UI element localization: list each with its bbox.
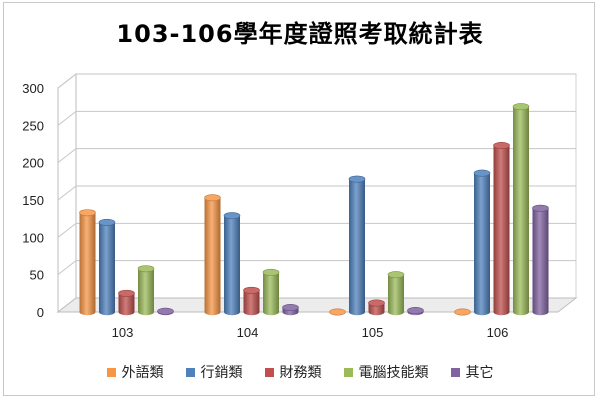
bar [282, 304, 299, 316]
x-tick-label: 106 [487, 325, 509, 340]
bar-cap [532, 204, 549, 212]
bar [243, 286, 260, 316]
y-tick-label: 250 [22, 118, 44, 133]
bar-cap [98, 218, 116, 226]
bar-cap [262, 268, 280, 276]
legend-label: 行銷類 [200, 365, 243, 381]
legend-swatch [185, 367, 195, 377]
bar-cap [407, 307, 424, 315]
bar-cap [243, 286, 260, 294]
bar-body [118, 293, 135, 316]
bar [387, 271, 405, 316]
y-tick-label: 150 [22, 193, 44, 208]
legend-label: 其它 [465, 365, 494, 381]
y-tick-label: 200 [22, 156, 44, 171]
bar-cap [282, 304, 299, 312]
bar-body [532, 208, 549, 316]
legend-item: 行銷類 [185, 362, 243, 382]
bar [329, 308, 346, 316]
bar [348, 175, 366, 316]
bar-cap [368, 299, 385, 307]
y-tick-label: 50 [30, 268, 44, 283]
legend-swatch [106, 367, 116, 377]
legend-swatch [343, 367, 353, 377]
legend-item: 外語類 [106, 362, 164, 382]
bar-body [99, 222, 115, 316]
legend-label: 財務類 [279, 365, 322, 381]
legend-swatch [264, 367, 274, 377]
legend-item: 財務類 [264, 362, 322, 382]
bar-cap [348, 175, 366, 183]
bar [98, 218, 116, 316]
bar [368, 299, 385, 316]
bar [223, 212, 241, 316]
bar-body [138, 268, 154, 316]
gridline [57, 110, 576, 126]
legend-item: 其它 [450, 362, 494, 382]
bar-body [349, 179, 365, 316]
bar-body [513, 106, 529, 316]
chart-title: 103-106學年度證照考取統計表 [116, 20, 484, 48]
bar [493, 141, 510, 316]
legend-label: 外語類 [121, 365, 164, 381]
bar-cap [454, 308, 471, 316]
bar [512, 103, 530, 316]
bar [473, 169, 491, 316]
bar-body [204, 197, 221, 316]
bar [454, 308, 471, 316]
legend-label: 電腦技能類 [358, 365, 429, 381]
bar [79, 209, 96, 316]
chart-legend: 外語類 行銷類 財務類 電腦技能類 其它 [0, 362, 600, 382]
bar-cap [79, 209, 96, 217]
bar [407, 307, 424, 316]
y-tick-label: 0 [37, 305, 44, 320]
bar-body [243, 290, 260, 316]
bar-body [474, 173, 490, 316]
bar-cap [329, 308, 346, 316]
bar [532, 204, 549, 316]
x-tick-label: 103 [112, 325, 134, 340]
bar-cap [137, 265, 155, 273]
bar-body [388, 274, 404, 316]
bar-body [493, 145, 510, 316]
legend-item: 電腦技能類 [343, 362, 429, 382]
bar-cap [223, 212, 241, 220]
bar-cap [118, 289, 135, 297]
bar [118, 289, 135, 316]
bar-cap [512, 103, 530, 111]
y-tick-label: 300 [22, 81, 44, 96]
bar-body [263, 272, 279, 316]
bar-body [224, 215, 240, 316]
bar [204, 194, 221, 316]
bar [262, 268, 280, 316]
gridline [57, 73, 576, 89]
y-tick-label: 100 [22, 230, 44, 245]
bar-cap [157, 307, 174, 315]
bar-cap [387, 271, 405, 279]
gridline [57, 222, 576, 238]
x-tick-label: 104 [237, 325, 259, 340]
bar [157, 307, 174, 316]
gridline [57, 260, 576, 276]
bar-cap [473, 169, 491, 177]
legend-swatch [450, 367, 460, 377]
gridline [57, 148, 576, 164]
bar-body [79, 212, 96, 316]
gridline [57, 185, 576, 201]
bar-cap [493, 141, 510, 149]
bar [137, 265, 155, 316]
bar-cap [204, 194, 221, 202]
x-tick-label: 105 [362, 325, 384, 340]
